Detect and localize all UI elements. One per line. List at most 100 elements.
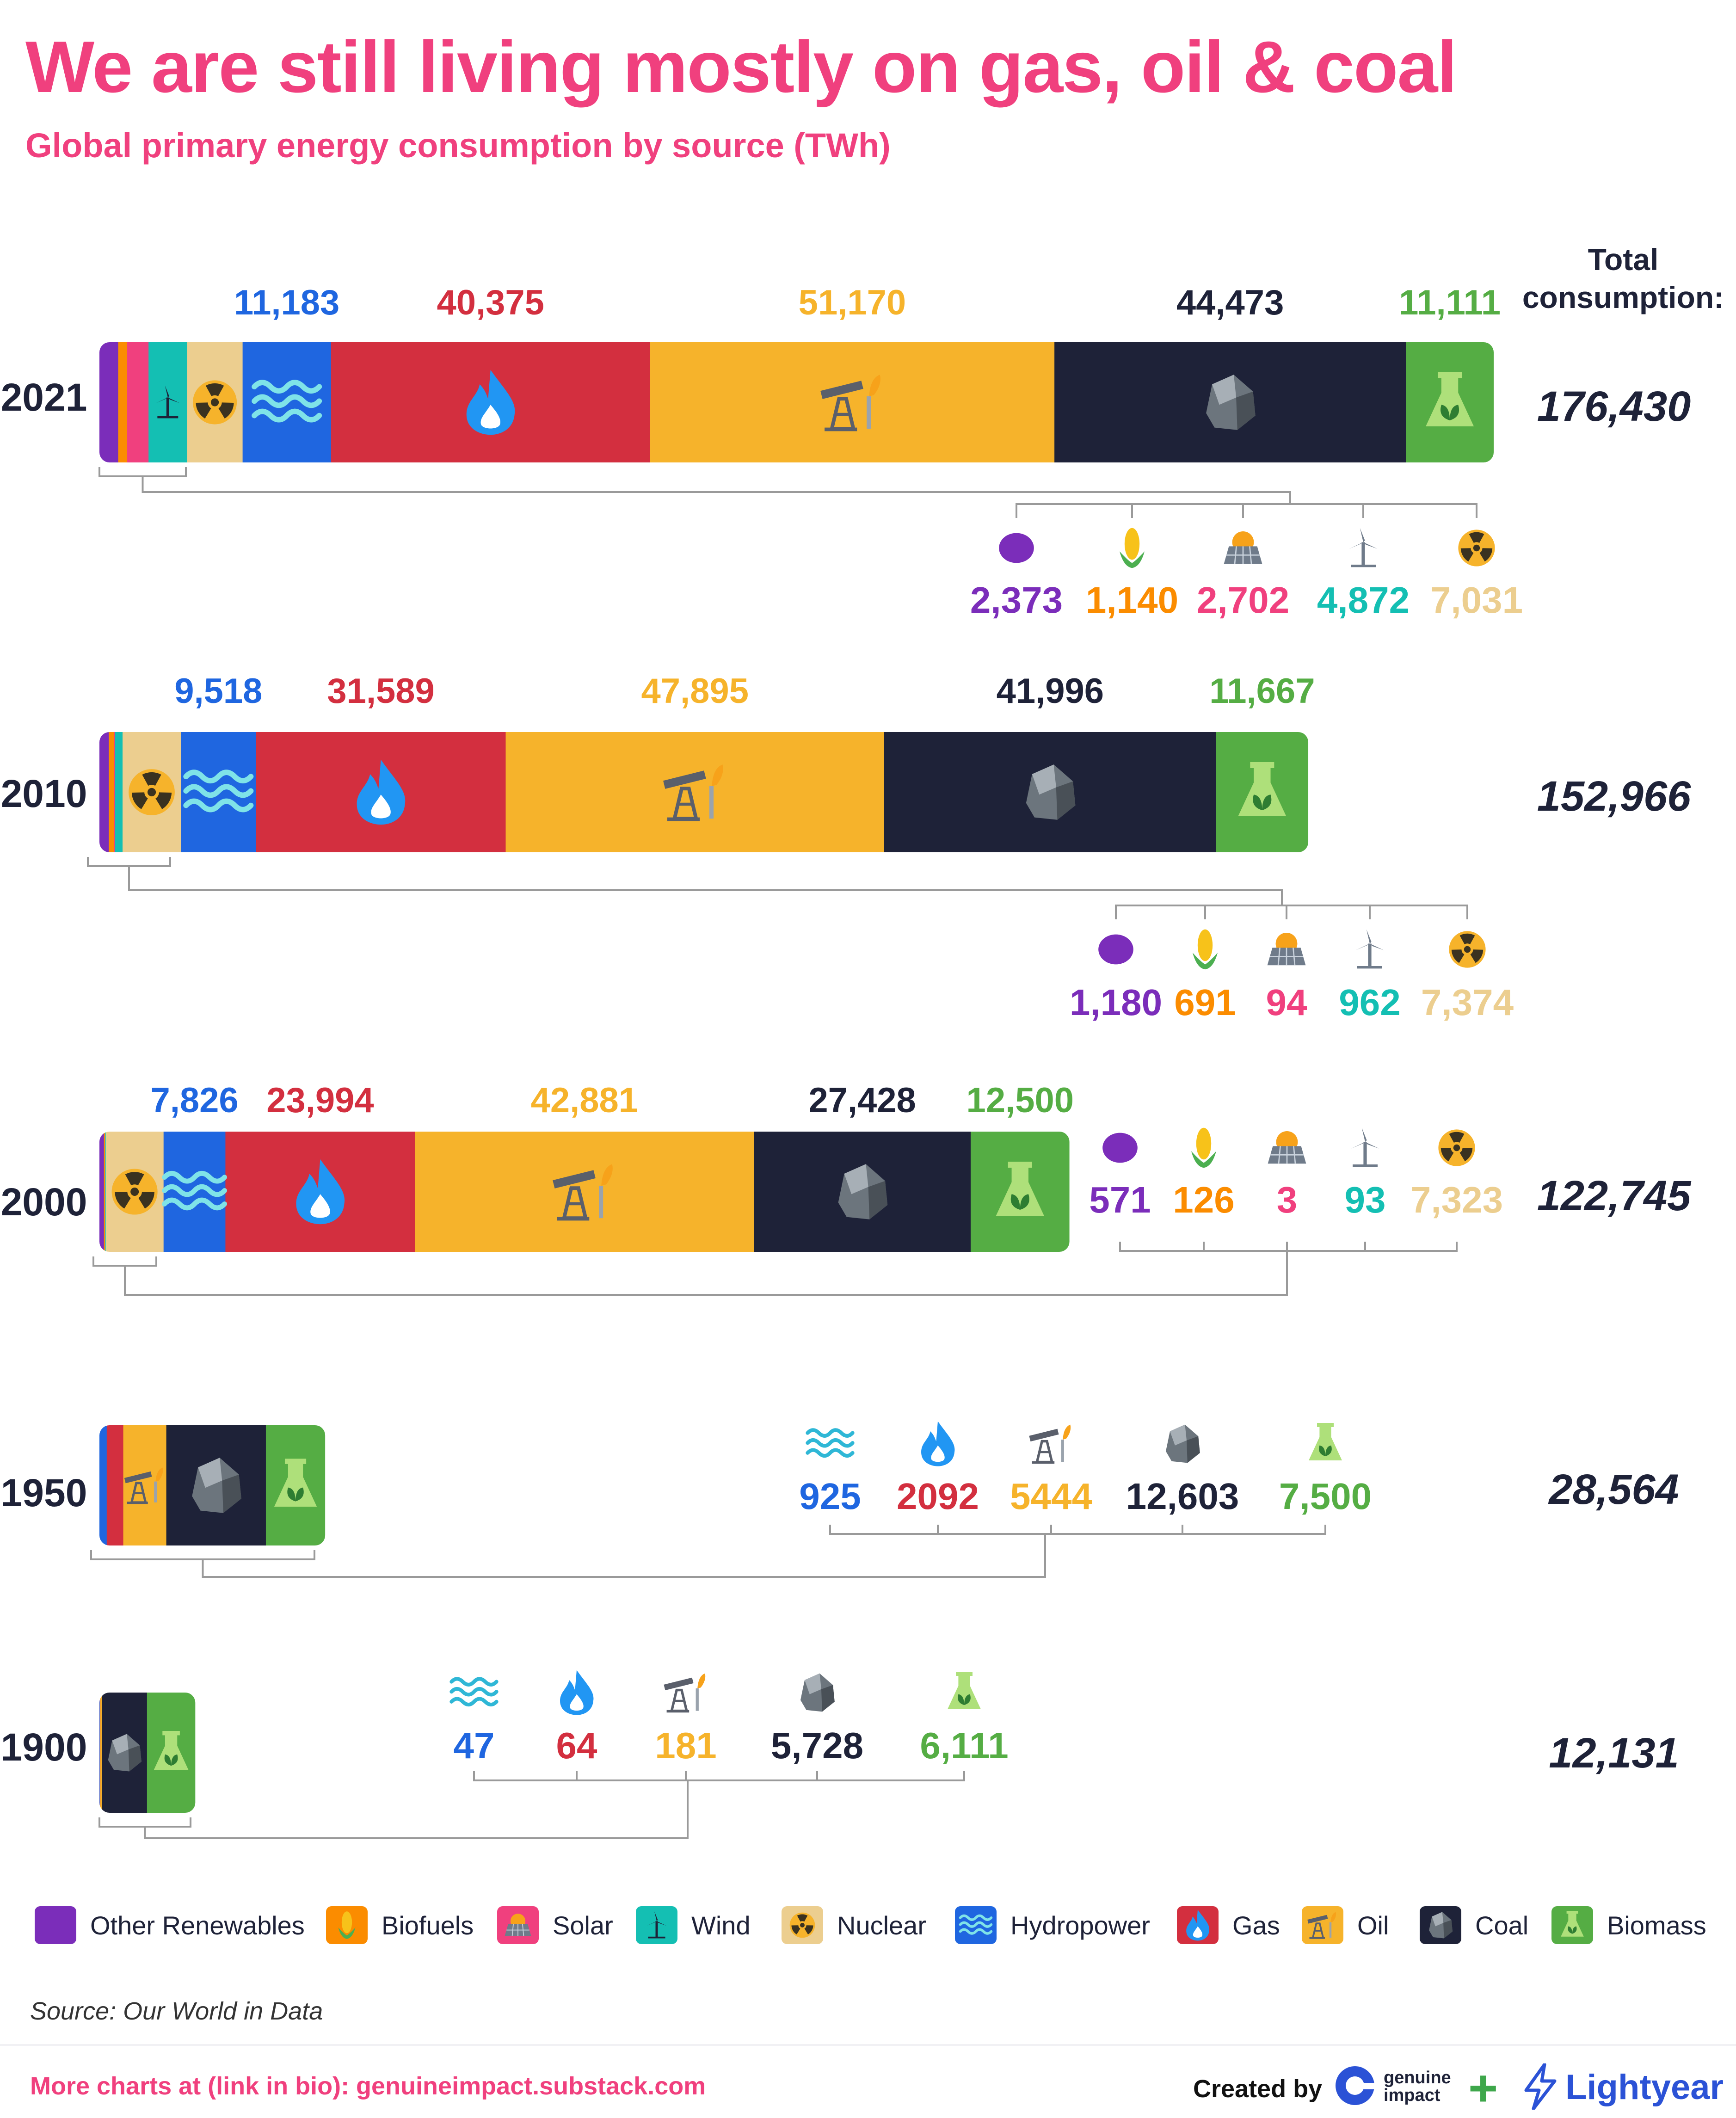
oil-pump-icon [553, 1164, 613, 1221]
flask-icon [274, 1459, 317, 1507]
bar-segment-oil [505, 732, 885, 852]
bracket-connector [124, 1251, 1288, 1296]
breakout-value-wind: 93 [1345, 1179, 1386, 1220]
radiation-icon [111, 1169, 158, 1215]
coal-rock-icon [1206, 375, 1256, 430]
wind-turbine-icon [1351, 1127, 1379, 1167]
flame-icon [296, 1159, 345, 1225]
bar-segment-oil [415, 1132, 754, 1252]
wave-icon [959, 1914, 993, 1935]
breakout-value-wind: 4,872 [1317, 579, 1410, 621]
flask-icon [154, 1731, 189, 1770]
legend-label: Nuclear [837, 1910, 926, 1940]
wind-turbine-icon [1349, 528, 1378, 567]
bar-segment-other [99, 1132, 105, 1252]
flame-icon [466, 369, 515, 435]
bar-segment-gas [99, 1693, 101, 1813]
created-by-label: Created by [1193, 2075, 1323, 2103]
blob-icon [1102, 1133, 1138, 1163]
more-charts-link[interactable]: More charts at (link in bio): genuineimp… [30, 2072, 706, 2100]
stacked-bar-chart: 2021 176,430 11,183 40,375 51,170 44,473 11,11… [1, 283, 1692, 1839]
legend-swatch [35, 1906, 76, 1944]
bar-segment-oil [650, 342, 1055, 462]
bar-segment-gas [106, 1425, 124, 1545]
bar-segment-biofuels [118, 342, 128, 462]
total-value: 122,745 [1537, 1172, 1692, 1219]
value-label-hydro: 11,183 [234, 283, 339, 322]
legend-swatch [955, 1906, 997, 1944]
legend-swatch [636, 1906, 677, 1944]
bracket-breakout [1016, 503, 1477, 518]
bracket-connector [144, 1780, 689, 1839]
plus-sign: + [1468, 2060, 1498, 2117]
breakout-value-biomass: 7,500 [1279, 1476, 1372, 1517]
wave-icon [252, 380, 322, 423]
coal-rock-icon [108, 1734, 142, 1772]
wave-icon [449, 1677, 499, 1707]
bar-segment-oil [100, 1693, 102, 1813]
bracket-breakout [1115, 905, 1468, 919]
year-label: 2021 [1, 376, 87, 419]
breakout-value-solar: 3 [1277, 1179, 1298, 1220]
flame-icon [921, 1421, 955, 1466]
bar-segment-other [99, 342, 119, 462]
wave-icon [183, 770, 254, 813]
flask-icon [1238, 762, 1287, 816]
year-label: 2010 [1, 772, 87, 815]
breakout-value-nuclear: 7,374 [1421, 982, 1514, 1023]
bar-segment-biofuels [104, 1132, 105, 1252]
legend-item-hydro: Hydropower [955, 1904, 1150, 1946]
breakout-value-biofuels: 1,140 [1086, 579, 1178, 621]
bracket-connector [202, 1534, 1046, 1578]
blob-icon [1098, 934, 1133, 965]
legend-label: Biomass [1607, 1910, 1706, 1940]
legend-item-coal: Coal [1420, 1904, 1528, 1946]
corn-icon [1120, 528, 1145, 568]
legend-swatch [497, 1906, 539, 1944]
lightyear-logo [1524, 2063, 1557, 2110]
coal-rock-icon [1429, 1912, 1453, 1939]
coal-rock-icon [192, 1458, 241, 1513]
legend-label: Wind [691, 1910, 751, 1940]
value-label-oil: 42,881 [531, 1081, 638, 1120]
flask-icon [1561, 1911, 1584, 1937]
wind-turbine-icon [1355, 929, 1384, 969]
oil-pump-icon [124, 1467, 163, 1504]
flask-icon [948, 1672, 981, 1709]
coal-rock-icon [800, 1673, 835, 1712]
solar-panel-icon [1267, 933, 1306, 966]
solar-panel-icon [1268, 1131, 1306, 1164]
page-title: We are still living mostly on gas, oil &… [25, 26, 1457, 108]
year-label: 1900 [1, 1725, 87, 1769]
legend-label: Solar [553, 1910, 613, 1940]
radiation-icon [192, 380, 237, 425]
oil-pump-icon [1029, 1424, 1071, 1464]
value-label-biomass: 11,667 [1209, 671, 1315, 711]
radiation-icon [1458, 530, 1495, 566]
bar-segment-oil [123, 1425, 167, 1545]
breakout-value-gas: 64 [556, 1725, 597, 1766]
bar-segment-other [99, 732, 109, 852]
source-note: Source: Our World in Data [30, 1997, 323, 2025]
bar-segment-biofuels [109, 732, 115, 852]
breakout-value-solar: 94 [1266, 982, 1307, 1023]
value-label-biomass: 12,500 [966, 1081, 1074, 1120]
value-label-coal: 27,428 [808, 1081, 916, 1120]
total-value: 28,564 [1548, 1466, 1679, 1513]
radiation-icon [1438, 1129, 1475, 1166]
corn-icon [338, 1911, 356, 1939]
wave-icon [162, 1170, 227, 1211]
page-subtitle: Global primary energy consumption by sou… [25, 126, 891, 165]
breakout-value-solar: 2,702 [1197, 579, 1289, 621]
oil-pump-icon [1307, 1912, 1336, 1939]
legend-item-wind: Wind [636, 1904, 751, 1946]
breakout-value-other: 2,373 [970, 579, 1063, 621]
legend-swatch [326, 1906, 368, 1944]
breakout-value-hydro: 925 [799, 1476, 861, 1517]
bracket-breakout [1119, 1242, 1458, 1252]
breakout-value-gas: 2092 [897, 1476, 979, 1517]
value-label-gas: 31,589 [327, 671, 434, 711]
legend-item-biofuels: Biofuels [326, 1904, 474, 1946]
bracket-bar-left [98, 467, 187, 477]
legend-swatch [1420, 1906, 1461, 1944]
